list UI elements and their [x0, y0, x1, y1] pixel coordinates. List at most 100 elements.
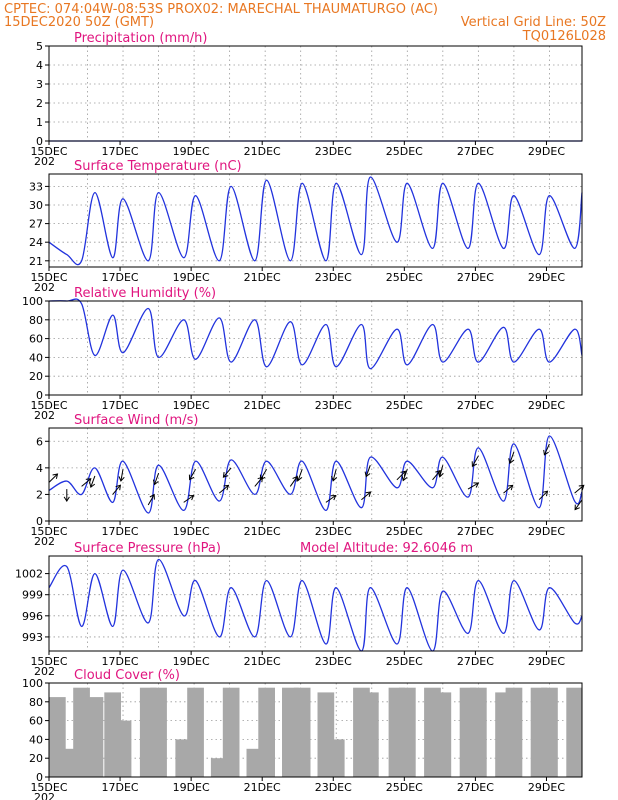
- cloud-cover-bar: [114, 720, 132, 777]
- pressure-xtick-label: 27DEC: [457, 655, 494, 668]
- wind-arrow: [48, 473, 59, 483]
- cloud-cover-bar: [58, 748, 76, 777]
- pressure-frame: [48, 555, 583, 652]
- temperature-xtick-label: 29DEC: [528, 271, 565, 284]
- wind-line: [48, 435, 583, 514]
- wind-arrow: [437, 465, 444, 478]
- panels: Precipitation (mm/h) 0 1 2 3 4 5 15DEC 17DEC 19DE…: [15, 31, 585, 800]
- wind-xtick-label: 29DEC: [528, 525, 565, 538]
- humidity-xtick-label: 19DEC: [173, 399, 210, 412]
- wind-xtick-label: 25DEC: [386, 525, 423, 538]
- wind-xtick-label: 23DEC: [315, 525, 352, 538]
- cloud-cover-ytick-label: 40: [29, 733, 43, 746]
- wind-ytick-label: 4: [36, 462, 43, 475]
- precipitation-title: Precipitation (mm/h): [74, 31, 207, 46]
- temperature-line: [48, 176, 583, 266]
- cloud-cover-ytick-label: 80: [29, 696, 43, 709]
- pressure-xtick-label: 29DEC: [528, 655, 565, 668]
- temperature-xtick-label: 25DEC: [386, 271, 423, 284]
- humidity-xtick-label: 23DEC: [315, 399, 352, 412]
- pressure-xtick-label: 23DEC: [315, 655, 352, 668]
- humidity-xtick-label: 17DEC: [102, 399, 139, 412]
- cloud-cover-ytick-label: 20: [29, 752, 43, 765]
- precipitation-ytick-label: 1: [36, 116, 43, 129]
- wind-xtick-label: 17DEC: [102, 525, 139, 538]
- humidity-xtick-label: 21DEC: [244, 399, 281, 412]
- temperature-ytick-label: 27: [29, 218, 43, 231]
- pressure-ytick-label: 996: [22, 610, 43, 623]
- humidity-xtick-label: 29DEC: [528, 399, 565, 412]
- wind-arrow: [538, 490, 549, 501]
- wind-arrow: [112, 484, 122, 495]
- temperature-xtick-label: 19DEC: [173, 271, 210, 284]
- header-location: CPTEC: 074:04W-08:53S PROX02: MARECHAL T…: [4, 2, 438, 17]
- precipitation-panel: Precipitation (mm/h) 0 1 2 3 4 5 15DEC 17DEC 19DE…: [30, 31, 583, 168]
- wind-arrow: [296, 469, 303, 482]
- wind-frame: [48, 427, 583, 522]
- precipitation-year-label: 202: [34, 155, 55, 168]
- precipitation-xtick-label: 25DEC: [386, 145, 423, 158]
- cloud-cover-ytick-label: 100: [22, 677, 43, 690]
- wind-xtick-label: 19DEC: [173, 525, 210, 538]
- pressure-xtick-label: 19DEC: [173, 655, 210, 668]
- cloud-cover-title: Cloud Cover (%): [74, 668, 180, 683]
- temperature-year-label: 202: [34, 281, 55, 294]
- cloud-cover-ytick-label: 60: [29, 715, 43, 728]
- wind-arrow: [147, 493, 155, 506]
- humidity-line: [48, 298, 583, 370]
- wind-arrow: [218, 484, 230, 494]
- precipitation-ytick-label: 4: [36, 59, 43, 72]
- pressure-panel: Surface Pressure (hPa) Model Altitude: 92…: [15, 541, 583, 678]
- wind-arrow: [222, 467, 232, 478]
- cloud-cover-bar: [293, 687, 311, 777]
- wind-arrow: [574, 499, 583, 511]
- humidity-ytick-label: 20: [29, 370, 43, 383]
- humidity-ytick-label: 100: [22, 295, 43, 308]
- temperature-ytick-label: 24: [29, 236, 43, 249]
- pressure-xtick-label: 25DEC: [386, 655, 423, 668]
- precipitation-xtick-label: 19DEC: [173, 145, 210, 158]
- wind-arrow: [152, 473, 160, 486]
- cloud-cover-bar: [258, 687, 275, 777]
- wind-arrow: [188, 468, 197, 481]
- precipitation-frame: [48, 45, 583, 142]
- wind-title: Surface Wind (m/s): [74, 413, 198, 428]
- wind-arrow: [183, 494, 195, 503]
- cloud-cover-panel: Cloud Cover (%) 0 20 40 60 80 100 15DEC 17DEC 19D…: [22, 668, 583, 800]
- cloud-cover-bar: [86, 697, 104, 777]
- temperature-ytick-label: 21: [29, 255, 43, 268]
- cloud-cover-bar: [434, 692, 452, 777]
- precipitation-ytick-label: 5: [36, 40, 43, 53]
- cloud-cover-xtick-label: 25DEC: [386, 781, 423, 794]
- precipitation-xtick-label: 17DEC: [102, 145, 139, 158]
- wind-arrow: [503, 484, 514, 494]
- cloud-cover-ytick-label: 0: [36, 771, 43, 784]
- header-grid-line: Vertical Grid Line: 50Z: [461, 15, 606, 30]
- wind-arrow: [89, 475, 96, 488]
- cloud-cover-bar: [73, 687, 90, 777]
- cloud-cover-bar: [187, 687, 204, 777]
- wind-arrow: [432, 469, 441, 481]
- wind-arrow: [259, 468, 268, 481]
- cloud-cover-xtick-label: 27DEC: [457, 781, 494, 794]
- temperature-xtick-label: 27DEC: [457, 271, 494, 284]
- pressure-annotation: Model Altitude: 92.6046 m: [300, 541, 473, 556]
- pressure-ytick-label: 993: [22, 631, 43, 644]
- humidity-ytick-label: 0: [36, 389, 43, 402]
- wind-xtick-label: 27DEC: [457, 525, 494, 538]
- cloud-cover-bar: [399, 687, 416, 777]
- cloud-cover-bar: [541, 687, 558, 777]
- cloud-cover-xtick-label: 15DEC: [30, 781, 67, 794]
- wind-arrow: [331, 469, 338, 482]
- header-model: TQ0126L028: [522, 29, 606, 44]
- cloud-cover-bar: [470, 687, 487, 777]
- temperature-panel: Surface Temperature (nC) 21 24 27 30 33 15DEC 1…: [29, 159, 583, 294]
- cloud-cover-bar: [573, 697, 582, 777]
- wind-arrow: [325, 494, 337, 503]
- pressure-ytick-label: 999: [22, 589, 43, 602]
- wind-arrow: [81, 478, 92, 487]
- temperature-ytick-label: 33: [29, 180, 43, 193]
- wind-arrow: [364, 465, 371, 478]
- pressure-title: Surface Pressure (hPa): [74, 541, 221, 556]
